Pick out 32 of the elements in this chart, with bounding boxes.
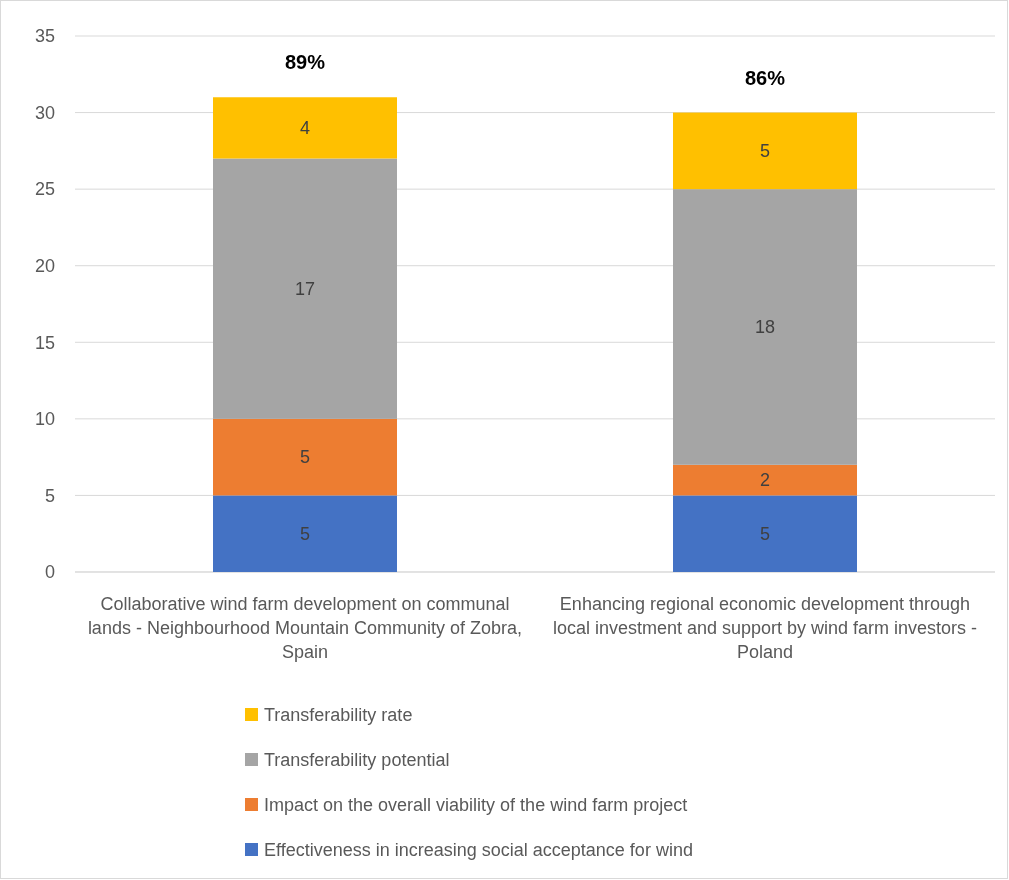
data-label: 2: [759, 470, 771, 491]
y-tick-label: 15: [34, 332, 55, 353]
legend-label: Transferability potential: [264, 750, 450, 771]
data-label: 5: [299, 447, 311, 468]
bar: [673, 112, 857, 190]
legend-label: Effectiveness in increasing social acceptance for wind: [264, 840, 693, 861]
bar: [673, 495, 857, 572]
bar: [673, 464, 857, 496]
data-label: 5: [759, 141, 771, 162]
annotation: 86%: [744, 66, 786, 89]
y-tick-label: 10: [34, 409, 55, 430]
bar: [213, 495, 397, 572]
y-tick-label: 35: [34, 26, 55, 47]
y-tick-label: 5: [44, 485, 55, 506]
x-tick-label: Enhancing regional economic development through local investment and support by wind farm investors - Poland: [552, 594, 978, 662]
y-tick-label: 20: [34, 255, 55, 276]
bar: [673, 189, 857, 465]
data-label: 17: [294, 278, 316, 299]
data-label: 18: [754, 317, 776, 338]
y-tick-label: 0: [44, 562, 55, 583]
data-label: 5: [759, 524, 771, 545]
legend-label: Transferability rate: [264, 705, 413, 726]
bar: [213, 97, 397, 159]
x-tick-label: Collaborative wind farm development on communal lands - Neighbourhood Mountain Community of Zobra, Spain: [87, 594, 523, 662]
legend-label: Impact on the overall viability of the wind farm project: [264, 795, 688, 816]
bar: [213, 158, 397, 419]
data-label: 5: [299, 524, 311, 545]
bar: [213, 418, 397, 496]
y-tick-label: 25: [34, 179, 55, 200]
data-label: 4: [299, 118, 311, 139]
annotation: 89%: [284, 51, 326, 74]
y-tick-label: 30: [34, 102, 55, 123]
